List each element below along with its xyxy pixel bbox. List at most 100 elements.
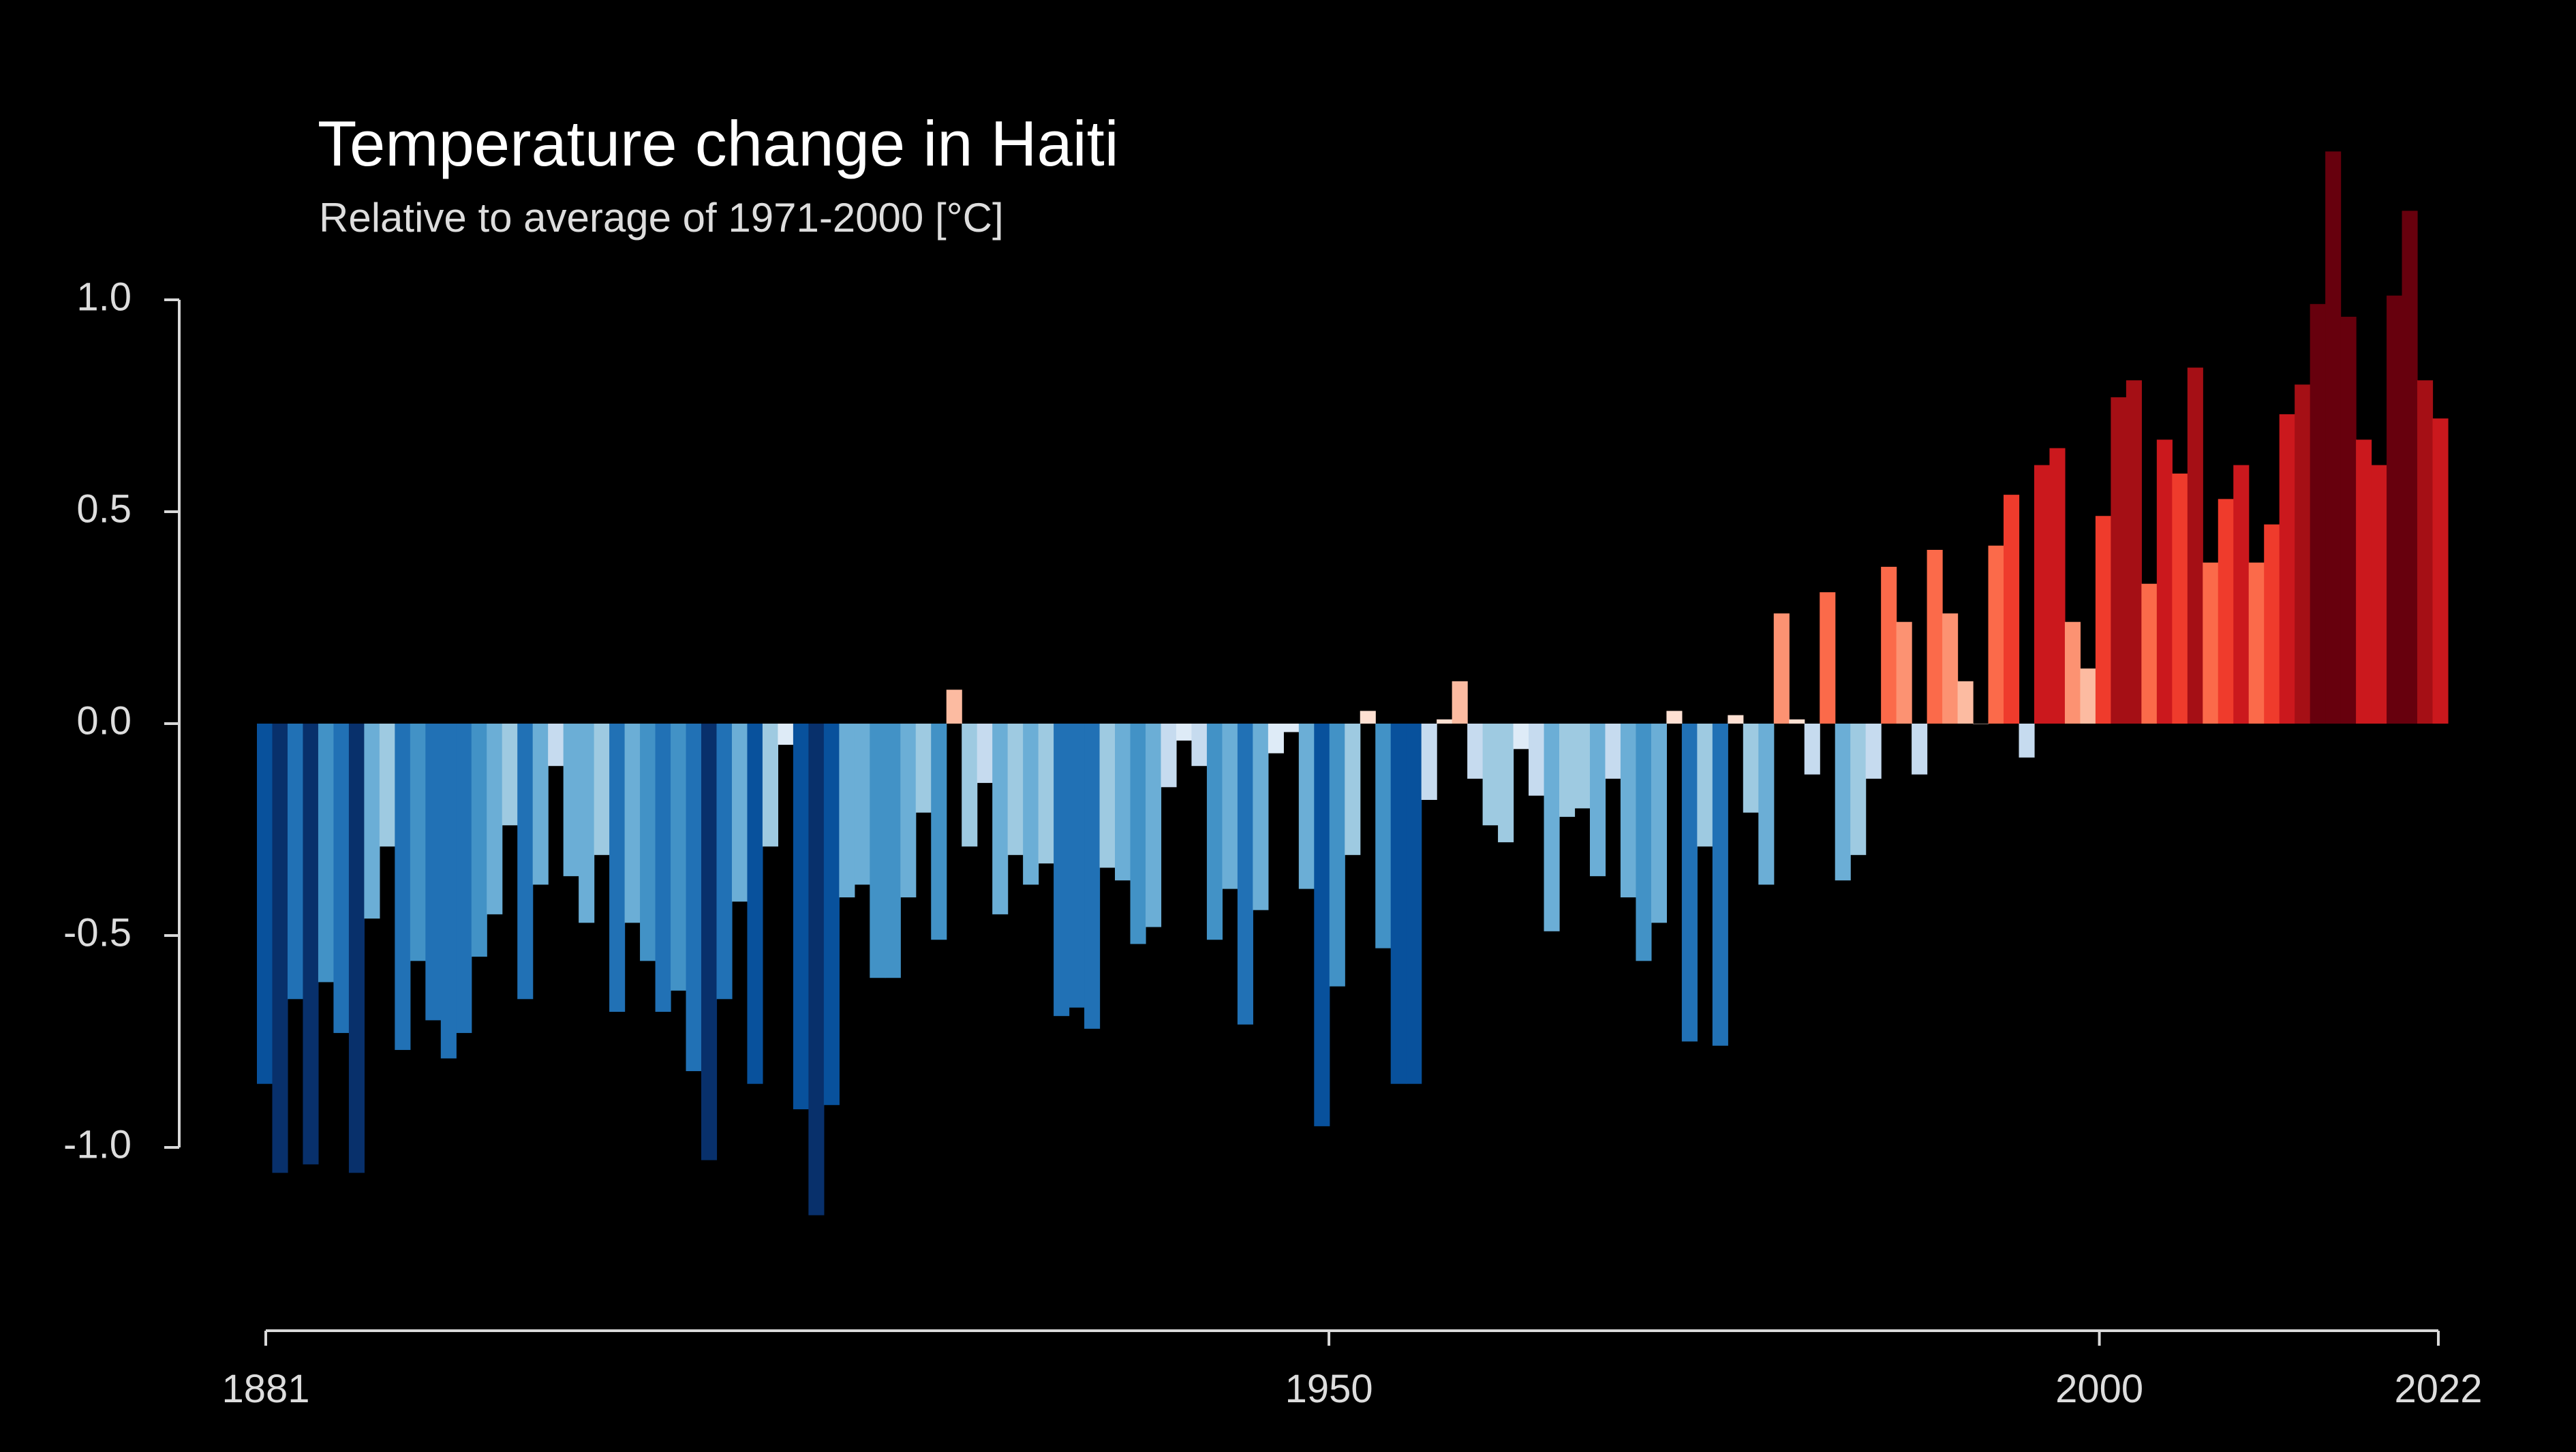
bar-2020	[2387, 295, 2403, 724]
bar-1951	[1329, 724, 1345, 987]
bar-1987	[1881, 566, 1897, 724]
bar-1928	[977, 724, 993, 784]
bar-1955	[1390, 724, 1407, 1084]
bar-1994	[1988, 545, 2004, 724]
bar-1971	[1636, 724, 1652, 961]
y-tick-label: 0.0	[76, 698, 132, 743]
bar-1953	[1360, 711, 1376, 724]
bar-1883	[287, 724, 304, 1000]
bar-2023	[2432, 418, 2449, 724]
bar-1983	[1820, 592, 1836, 724]
bar-1984	[1835, 724, 1851, 881]
bar-1891	[410, 724, 426, 961]
bar-1892	[425, 724, 442, 1021]
bar-1890	[395, 724, 411, 1050]
bar-1888	[364, 724, 380, 919]
bar-1929	[992, 724, 1009, 914]
bar-2006	[2172, 474, 2188, 724]
bar-1893	[440, 724, 457, 1059]
bar-1992	[1957, 681, 1974, 724]
bar-1998	[2049, 448, 2066, 724]
bar-2010	[2233, 465, 2250, 724]
bar-1982	[1804, 724, 1820, 775]
bar-1919	[839, 724, 855, 898]
bar-1933	[1054, 724, 1070, 1017]
bar-1962	[1498, 724, 1514, 843]
bar-1885	[318, 724, 335, 983]
bar-2022	[2417, 380, 2434, 724]
y-axis: 1.0 0.5 0.0 -0.5 -1.0	[63, 275, 181, 1167]
bar-1947	[1268, 724, 1284, 754]
bar-2001	[2095, 516, 2111, 724]
bar-2017	[2340, 316, 2357, 724]
bar-1921	[870, 724, 886, 978]
bar-1906	[640, 724, 656, 961]
bar-1937	[1115, 724, 1131, 881]
bar-1887	[348, 724, 365, 1173]
bar-1903	[594, 724, 610, 855]
bar-1988	[1896, 621, 1912, 724]
bar-2011	[2248, 562, 2265, 724]
bar-1975	[1697, 724, 1713, 847]
bar-2005	[2156, 439, 2173, 724]
chart-subtitle: Relative to average of 1971-2000 [°C]	[319, 195, 1004, 241]
bar-1934	[1069, 724, 1085, 1008]
y-tick-label: -1.0	[63, 1122, 132, 1167]
x-tick-label: 2022	[2394, 1367, 2482, 1411]
x-axis: 1881 1950 2000 2022	[221, 1329, 2483, 1411]
bar-1950	[1314, 724, 1330, 1126]
bar-1930	[1007, 724, 1024, 855]
x-tick-label: 1950	[1285, 1367, 1373, 1411]
bar-1900	[548, 724, 564, 767]
bar-1985	[1850, 724, 1867, 855]
bar-1909	[686, 724, 702, 1072]
bar-1927	[962, 724, 978, 847]
bar-1978	[1743, 724, 1759, 813]
bar-1956	[1406, 724, 1422, 1084]
bar-1911	[716, 724, 733, 1000]
bar-1959	[1452, 681, 1468, 724]
bar-2009	[2218, 499, 2234, 724]
bar-1946	[1253, 724, 1269, 910]
bar-1915	[778, 724, 794, 745]
bar-2019	[2371, 465, 2387, 724]
bar-1923	[900, 724, 917, 898]
bar-1957	[1421, 724, 1437, 800]
bar-1968	[1589, 724, 1606, 876]
bar-1899	[532, 724, 549, 885]
bar-1914	[762, 724, 778, 847]
bar-1995	[2004, 495, 2020, 724]
bar-1905	[624, 724, 641, 923]
bar-1976	[1712, 724, 1728, 1046]
bar-1916	[793, 724, 809, 1110]
bar-1901	[563, 724, 579, 876]
bar-2018	[2356, 439, 2372, 724]
bar-1991	[1942, 613, 1959, 724]
bar-1986	[1865, 724, 1882, 779]
bar-1920	[854, 724, 870, 885]
bar-1895	[471, 724, 487, 957]
bar-1963	[1513, 724, 1529, 750]
bar-1973	[1666, 711, 1683, 724]
bar-2012	[2264, 524, 2280, 724]
bar-1949	[1298, 724, 1315, 889]
bar-2021	[2402, 211, 2418, 724]
bar-1969	[1605, 724, 1621, 779]
bar-1926	[946, 690, 962, 724]
bar-1999	[2064, 621, 2081, 724]
bar-1936	[1099, 724, 1116, 868]
y-tick-label: 1.0	[76, 275, 132, 319]
bar-1912	[731, 724, 748, 902]
bar-2008	[2203, 562, 2219, 724]
bar-2013	[2279, 414, 2295, 724]
bar-1935	[1084, 724, 1101, 1029]
bar-1943	[1206, 724, 1223, 940]
bar-1960	[1467, 724, 1484, 779]
bar-1918	[823, 724, 840, 1105]
bar-1910	[701, 724, 718, 1160]
bar-1931	[1023, 724, 1039, 885]
bar-1940	[1161, 724, 1177, 788]
bar-1967	[1574, 724, 1591, 809]
